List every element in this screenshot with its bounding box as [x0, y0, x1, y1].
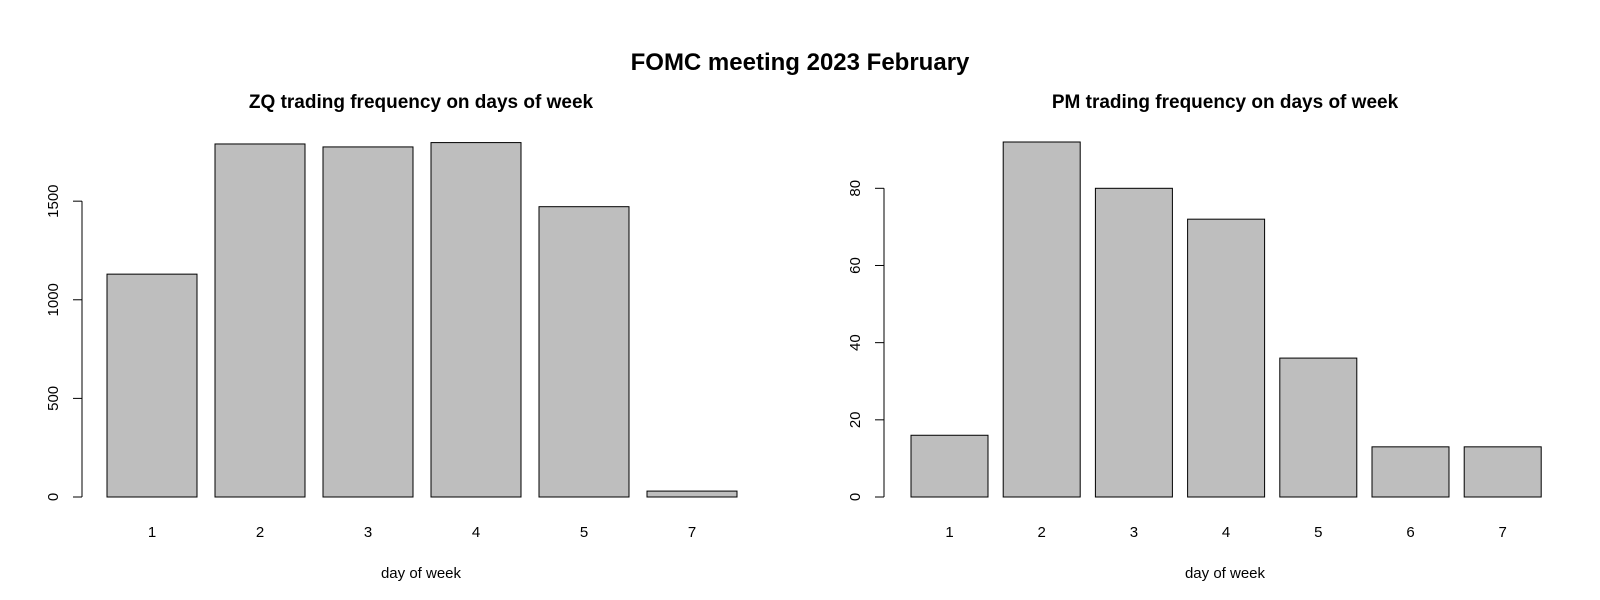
pm-bar-4: [1187, 218, 1266, 498]
zq-y-axis: 0 500 1000 1500: [45, 184, 83, 501]
zq-x-axis-label: day of week: [381, 565, 462, 582]
pm-bar-3: [1094, 187, 1173, 498]
pm-y-axis: 0 20 40 60 80: [847, 180, 885, 501]
zq-y-tick-label: 1000: [45, 283, 62, 316]
pm-bar-5: [1279, 357, 1358, 498]
zq-x-tick-label: 5: [580, 524, 588, 541]
pm-y-tick-label: 80: [847, 180, 864, 197]
zq-x-tick-label: 3: [364, 524, 372, 541]
pm-bar-6: [1371, 446, 1450, 498]
zq-y-tick-label: 500: [45, 386, 62, 411]
pm-bar-7: [1463, 446, 1542, 498]
zq-bar-1: [106, 273, 198, 498]
pm-y-tick-label: 40: [847, 334, 864, 351]
pm-x-tick-label: 4: [1222, 524, 1230, 541]
pm-y-tick-label: 0: [847, 493, 864, 501]
zq-x-tick-label: 2: [256, 524, 264, 541]
zq-bar-5: [538, 206, 630, 498]
zq-chart: ZQ trading frequency on days of week day…: [45, 92, 738, 582]
zq-bar-4: [430, 142, 522, 498]
pm-y-tick-label: 60: [847, 257, 864, 274]
pm-chart: PM trading frequency on days of week day…: [847, 92, 1542, 582]
pm-bar-1: [910, 434, 989, 498]
pm-bars: [910, 141, 1542, 498]
pm-x-tick-label: 2: [1038, 524, 1046, 541]
pm-x-tick-label: 3: [1130, 524, 1138, 541]
zq-x-tick-label: 1: [148, 524, 156, 541]
pm-x-tick-label: 7: [1499, 524, 1507, 541]
pm-chart-title: PM trading frequency on days of week: [1052, 92, 1399, 113]
figure-title: FOMC meeting 2023 February: [631, 49, 970, 76]
pm-x-tick-label: 5: [1314, 524, 1322, 541]
zq-x-tick-label: 7: [688, 524, 696, 541]
zq-x-tick-labels: 1 2 3 4 5 7: [148, 524, 696, 541]
zq-bars: [106, 142, 738, 498]
pm-x-tick-label: 1: [945, 524, 953, 541]
zq-bar-7: [646, 490, 738, 498]
zq-y-tick-label: 0: [45, 493, 62, 501]
zq-bar-2: [214, 143, 306, 498]
pm-x-tick-labels: 1 2 3 4 5 6 7: [945, 524, 1507, 541]
zq-y-tick-label: 1500: [45, 184, 62, 217]
pm-y-tick-label: 20: [847, 411, 864, 428]
pm-x-tick-label: 6: [1406, 524, 1414, 541]
zq-x-tick-label: 4: [472, 524, 480, 541]
zq-chart-title: ZQ trading frequency on days of week: [249, 92, 594, 113]
zq-bar-3: [322, 146, 414, 498]
pm-x-axis-label: day of week: [1185, 565, 1266, 582]
pm-bar-2: [1002, 141, 1081, 498]
